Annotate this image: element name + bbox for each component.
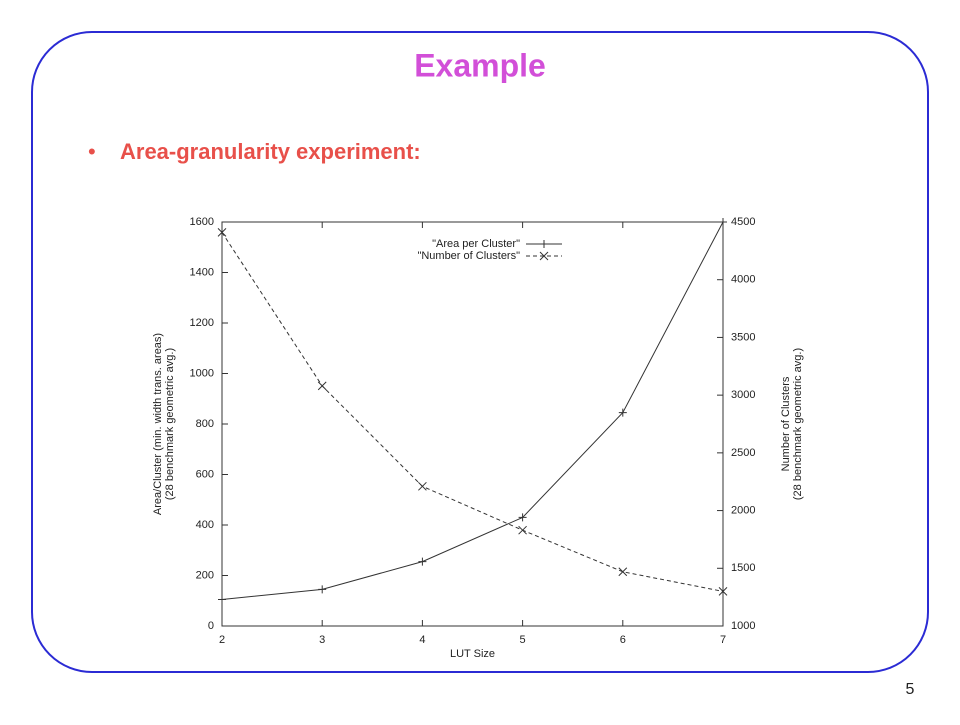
point (317, 381, 327, 391)
y-axis-label: (28 benchmark geometric avg.) (164, 348, 176, 500)
y2-axis-label: (28 benchmark geometric avg.) (792, 348, 804, 500)
y-tick-label: 1200 (190, 317, 214, 329)
point (217, 228, 227, 237)
y-tick-label: 200 (196, 569, 214, 581)
bullet-dot: • (88, 139, 96, 164)
slide-title: Example (414, 47, 546, 83)
point (418, 557, 427, 566)
page-number: 5 (906, 681, 915, 698)
y2-tick-label: 4500 (731, 216, 755, 228)
legend-marker (540, 240, 548, 248)
y2-tick-label: 2000 (731, 504, 755, 516)
y2-tick-label: 4000 (731, 274, 755, 286)
y2-tick-label: 1000 (731, 620, 755, 632)
legend-marker (539, 251, 549, 261)
series-line (221, 221, 724, 600)
point (618, 567, 628, 577)
chart: 0 200 400 600 800 1000 1200 1400 1600 1000 1500 200… (152, 216, 804, 660)
y2-tick-label: 3000 (731, 389, 755, 401)
x-tick-label: 5 (520, 634, 526, 646)
y2-tick-label: 2500 (731, 447, 755, 459)
y-tick-label: 600 (196, 468, 214, 480)
x-tick-label: 6 (620, 634, 626, 646)
series-line (221, 232, 724, 592)
point (418, 481, 427, 491)
x-tick-label: 7 (720, 634, 726, 646)
y-tick-label: 800 (196, 418, 214, 430)
y2-axis-label: Number of Clusters (780, 376, 792, 471)
point (718, 587, 728, 596)
y-axis-label: Area/Cluster (min. width trans. areas) (152, 333, 164, 515)
point (719, 218, 727, 226)
x-tick-label: 2 (219, 634, 225, 646)
legend-label: "Area per Cluster" (432, 238, 520, 250)
y-tick-label: 1600 (190, 216, 214, 228)
x-tick-label: 3 (319, 634, 325, 646)
point (218, 595, 226, 604)
legend-label: "Number of Clusters" (417, 250, 520, 262)
y-tick-label: 1000 (190, 367, 214, 379)
point (318, 585, 327, 594)
x-axis-label: LUT Size (450, 648, 495, 660)
y2-tick-label: 3500 (731, 331, 755, 343)
y-tick-label: 400 (196, 519, 214, 531)
point (618, 408, 627, 417)
point (518, 513, 527, 522)
slide-frame (31, 31, 929, 673)
y2-tick-label: 1500 (731, 562, 755, 574)
point (518, 525, 527, 535)
y-tick-label: 1400 (190, 266, 214, 278)
x-tick-label: 4 (419, 634, 425, 646)
y-tick-label: 0 (208, 620, 214, 632)
plot-frame (221, 221, 724, 627)
bullet-text: Area-granularity experiment: (120, 139, 421, 164)
